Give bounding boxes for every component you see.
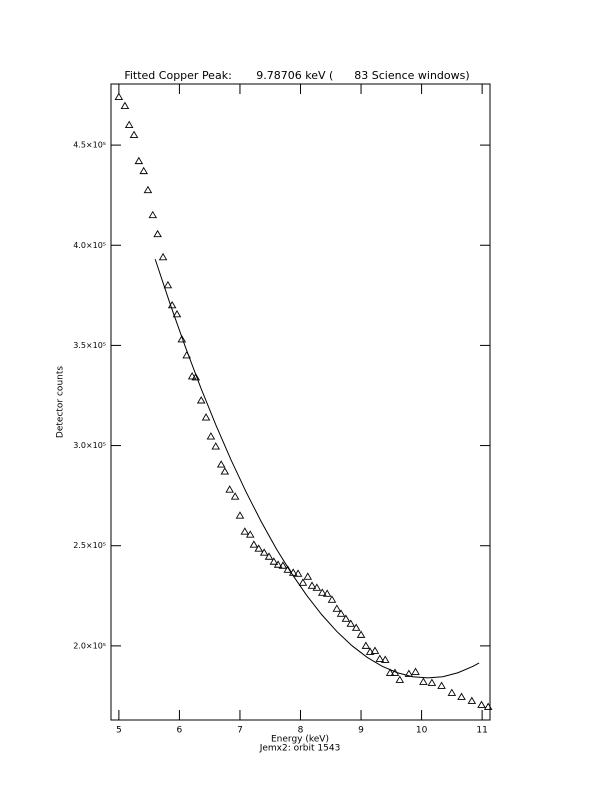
plot-frame xyxy=(110,83,491,721)
data-point xyxy=(341,614,351,622)
x-tick-label: 6 xyxy=(177,726,183,736)
data-point xyxy=(477,700,486,708)
fit-curve xyxy=(154,259,480,679)
x-axis-sublabel: Jemx2: orbit 1543 xyxy=(259,744,341,754)
x-tick-label: 11 xyxy=(476,726,487,736)
y-tick-label: 2.5×10⁵ xyxy=(73,541,106,550)
data-point xyxy=(191,373,201,381)
x-tick-label: 8 xyxy=(298,726,304,736)
data-point xyxy=(419,677,428,685)
data-point xyxy=(293,569,303,577)
data-point xyxy=(370,646,380,654)
data-point xyxy=(351,623,361,631)
data-point xyxy=(114,92,124,100)
data-point xyxy=(332,604,342,612)
y-tick-label: 4.0×10⁵ xyxy=(73,241,106,250)
data-point xyxy=(220,467,230,475)
data-point xyxy=(235,511,245,519)
data-point xyxy=(148,210,158,219)
data-point xyxy=(269,557,279,565)
data-point xyxy=(303,572,313,580)
data-point xyxy=(385,668,395,676)
data-point xyxy=(467,696,477,704)
data-point xyxy=(254,544,264,552)
data-point xyxy=(143,185,153,194)
data-point xyxy=(307,581,317,589)
data-point xyxy=(298,578,308,586)
data-point xyxy=(356,630,366,638)
data-point xyxy=(249,540,259,548)
data-point xyxy=(318,588,327,596)
data-point xyxy=(120,101,130,109)
data-point xyxy=(380,655,390,663)
x-tick-label: 9 xyxy=(358,726,364,736)
data-point xyxy=(278,561,288,569)
data-point xyxy=(336,609,346,617)
y-tick-label: 3.0×10⁵ xyxy=(73,441,106,450)
data-point xyxy=(457,692,466,700)
data-point xyxy=(216,460,226,468)
data-point xyxy=(129,130,139,139)
y-tick-label: 2.0×10⁵ xyxy=(73,641,106,650)
data-point xyxy=(177,335,187,343)
data-point xyxy=(196,396,206,404)
data-point xyxy=(211,442,221,450)
data-point xyxy=(404,669,414,677)
data-point xyxy=(346,619,356,627)
data-point xyxy=(483,702,493,710)
data-point xyxy=(322,589,332,597)
data-point xyxy=(327,595,337,603)
data-point xyxy=(273,560,283,568)
data-point xyxy=(437,681,446,689)
data-point xyxy=(259,548,269,556)
data-point xyxy=(447,688,457,696)
data-point xyxy=(225,485,234,493)
x-tick-label: 7 xyxy=(237,726,243,736)
data-point xyxy=(395,675,405,683)
data-point xyxy=(158,252,168,261)
data-point xyxy=(172,309,182,318)
data-point xyxy=(139,166,148,175)
y-tick-label: 4.5×10⁵ xyxy=(73,141,106,150)
data-point xyxy=(264,552,274,560)
data-point xyxy=(427,678,437,686)
data-point xyxy=(163,280,173,289)
x-axis-label: Energy (keV) xyxy=(271,735,329,745)
x-tick-label: 10 xyxy=(416,726,428,736)
data-point xyxy=(153,229,162,238)
data-point xyxy=(411,667,420,675)
data-point xyxy=(312,583,322,591)
data-point xyxy=(361,641,371,649)
data-point xyxy=(187,372,197,380)
chart-title: Fitted Copper Peak: 9.78706 keV ( 83 Sci… xyxy=(124,69,469,82)
data-point xyxy=(375,654,385,662)
data-point xyxy=(245,530,255,538)
data-point xyxy=(201,413,211,421)
data-point xyxy=(240,527,250,535)
data-point xyxy=(124,120,134,129)
y-axis-label: Detector counts xyxy=(56,366,66,438)
data-point xyxy=(230,492,240,500)
x-tick-label: 5 xyxy=(116,726,122,736)
y-tick-label: 3.5×10⁵ xyxy=(73,341,106,350)
data-point xyxy=(365,647,375,655)
data-point xyxy=(134,156,144,165)
data-point xyxy=(206,432,216,440)
